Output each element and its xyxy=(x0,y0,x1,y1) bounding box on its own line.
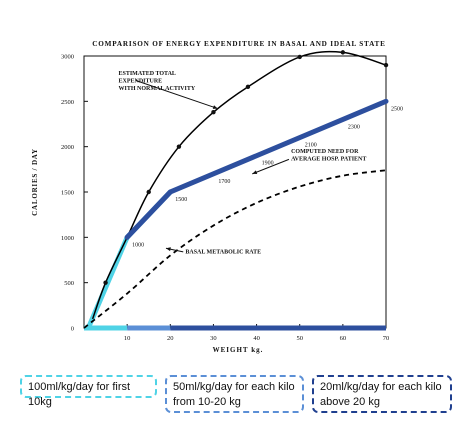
annotation-computed-arrowhead xyxy=(252,170,258,174)
overlay-first-10kg xyxy=(85,189,173,331)
y-tick-label: 0 xyxy=(71,326,74,333)
series-total-expenditure-point xyxy=(297,54,302,60)
annotation-total-arrowhead xyxy=(212,105,218,109)
x-tick-label: 40 xyxy=(253,335,260,342)
point-label: 1900 xyxy=(262,161,274,167)
x-tick-label: 20 xyxy=(167,335,174,342)
point-label: 1700 xyxy=(218,179,230,185)
series-total-expenditure-point xyxy=(211,110,216,115)
legend-10-20kg: 50ml/kg/day for each kilo from 10-20 kg xyxy=(165,375,304,413)
point-label: 2100 xyxy=(305,143,317,149)
legend-above-20kg-label: 20ml/kg/day for each kilo above 20 kg xyxy=(320,381,442,408)
chart-title: COMPARISON OF ENERGY EXPENDITURE IN BASA… xyxy=(92,40,385,48)
legend-first-10kg: 100ml/kg/day for first 10kg xyxy=(20,375,157,408)
annotation-basal-arrowhead xyxy=(165,247,171,252)
y-tick-label: 500 xyxy=(64,280,74,287)
series-total-expenditure-point xyxy=(146,189,151,195)
y-tick-label: 1500 xyxy=(61,190,74,197)
series-total-expenditure-point xyxy=(245,84,251,90)
x-axis-label: WEIGHT kg. xyxy=(213,346,264,354)
x-tick-label: 10 xyxy=(124,335,131,342)
point-label: 2300 xyxy=(348,124,360,130)
y-tick-label: 2000 xyxy=(61,144,74,151)
annotation-computed-text: COMPUTED NEED FOR xyxy=(291,149,359,155)
legend-first-10kg-label: 100ml/kg/day for first 10kg xyxy=(28,381,131,408)
series-total-expenditure-point xyxy=(103,280,108,285)
y-tick-label: 3000 xyxy=(61,54,74,61)
annotation-computed-arrow xyxy=(252,158,290,175)
series-total-expenditure-point xyxy=(340,50,346,55)
point-label: 1000 xyxy=(132,242,144,248)
y-axis-label: CALORIES / DAY xyxy=(31,148,39,216)
point-label: 1500 xyxy=(175,197,187,203)
plot-frame xyxy=(83,55,387,329)
legend-above-20kg: 20ml/kg/day for each kilo above 20 kg xyxy=(312,375,452,413)
annotation-total-text: ESTIMATED TOTAL xyxy=(119,71,176,77)
annotation-total-text: WITH NORMAL ACTIVITY xyxy=(119,86,196,92)
chart: COMPARISON OF ENERGY EXPENDITURE IN BASA… xyxy=(31,40,403,354)
x-tick-label: 70 xyxy=(383,335,390,342)
series-total-expenditure-point xyxy=(383,62,389,68)
series-total-expenditure-line xyxy=(91,50,387,320)
x-tick-label: 50 xyxy=(296,335,303,342)
legend-10-20kg-label: 50ml/kg/day for each kilo from 10-20 kg xyxy=(173,381,295,408)
annotation-basal-text: BASAL METABOLIC RATE xyxy=(185,250,261,256)
x-tick-label: 30 xyxy=(210,335,217,342)
x-tick-label: 60 xyxy=(340,335,347,342)
annotation-total-arrow xyxy=(135,80,218,110)
annotation-computed-text: AVERAGE HOSP. PATIENT xyxy=(291,157,366,163)
series-basal-metabolic-rate-line xyxy=(83,169,387,329)
y-tick-label: 1000 xyxy=(61,235,74,242)
y-tick-label: 2500 xyxy=(61,99,74,106)
point-label: 2500 xyxy=(391,106,403,112)
series-total-expenditure-point xyxy=(176,144,182,149)
series-computed-need-line xyxy=(124,98,389,240)
